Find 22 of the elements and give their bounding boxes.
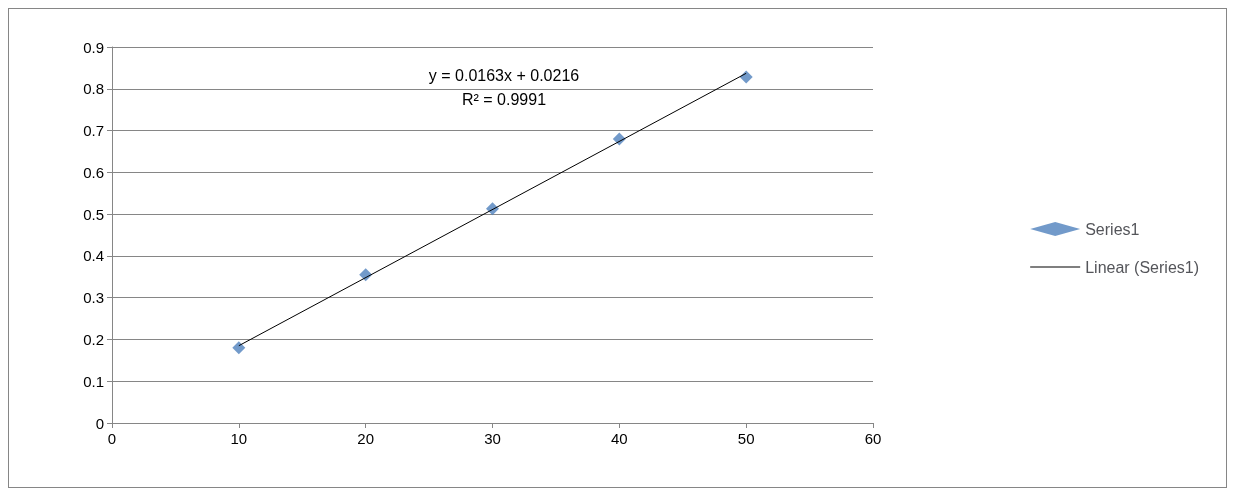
x-tick-label: 60 xyxy=(864,430,882,447)
y-tick-label: 0.1 xyxy=(83,372,104,390)
y-tick-label: 0 xyxy=(95,414,104,432)
y-tick-label: 0.8 xyxy=(83,80,104,98)
y-tick-label: 0.2 xyxy=(83,330,104,348)
x-tick-label: 50 xyxy=(737,430,755,447)
annotation: R² = 0.9991 xyxy=(461,90,547,108)
y-tick-label: 0.6 xyxy=(83,163,104,181)
y-tick-label: 0.9 xyxy=(83,38,104,56)
point xyxy=(232,341,246,355)
legend-label: Linear (Series1) xyxy=(1085,258,1199,276)
annotation: y = 0.0163x + 0.0216 xyxy=(428,66,580,84)
x-tick-label: 40 xyxy=(610,430,628,447)
y-tick-label: 0.3 xyxy=(83,289,104,307)
x-tick-label: 20 xyxy=(357,430,375,447)
y-tick-label: 0.7 xyxy=(83,122,104,140)
y-tick-label: 0.5 xyxy=(83,205,104,223)
x-tick-label: 30 xyxy=(484,430,501,447)
legend-label: Series1 xyxy=(1085,220,1140,238)
x-tick-label: 10 xyxy=(230,430,248,447)
x-tick-label: 0 xyxy=(107,430,117,447)
y-tick-label: 0.4 xyxy=(83,247,104,265)
